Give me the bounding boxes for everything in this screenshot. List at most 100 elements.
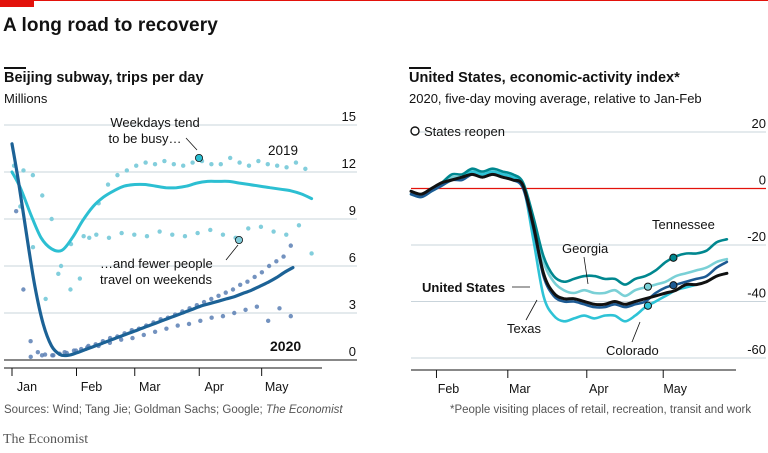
dot-2020-weekday [223,290,228,295]
dot-2019-weekday [134,163,139,168]
dot-2020-weekend [198,318,203,324]
dot-2019-weekend [106,235,112,240]
dot-2020-weekend [220,313,226,319]
label-2020: 2020 [270,338,301,354]
left-ytick-label: 0 [349,344,356,359]
dot-2019-weekday [162,158,167,164]
left-chart-subtitle: Millions [4,91,48,106]
right-chart-title: United States, economic-activity index* [409,70,680,86]
dot-2020-weekday [252,274,257,280]
dot-2020-weekday [216,293,221,298]
dot-2019-weekend [119,230,124,236]
leader-texas [525,299,538,321]
dot-2019-weekend [195,230,200,236]
annotation-weekdays-line1: Weekdays tend [110,115,199,130]
annotation-weekdays-marker [194,153,203,162]
left-ytick-label: 12 [342,156,356,171]
dot-2019-weekend [56,271,61,277]
line-2020 [10,142,295,358]
dot-2020-weekday [21,287,26,292]
right-footnote: *People visiting places of retail, recre… [450,404,752,416]
reopen-marker-colorado [643,301,653,310]
dot-2020-weekend [265,318,271,324]
dot-2019-weekday [30,172,36,178]
dot-2019-weekend [258,224,264,230]
line-2019 [10,170,314,253]
left-xtick-label: Feb [81,380,103,394]
top-rule [0,0,768,1]
dot-2019-weekday [171,161,177,167]
reopen-marker-texas [669,281,678,290]
dot-2019-weekend [284,232,289,237]
dot-2019-weekend [30,245,36,250]
dot-2019-weekend [94,232,99,237]
legend-reopen-label: States reopen [424,124,505,139]
economist-brand: The Economist [3,432,89,447]
dot-2019-weekend [208,227,213,233]
dot-2020-weekend [130,335,135,341]
dot-2019-weekday [190,160,195,165]
dot-2020-weekday [259,270,265,275]
dot-2019-weekday [237,160,242,165]
dot-2019-weekday [124,168,130,173]
annotation-weekends-leader [225,244,239,261]
dot-2020-weekend [277,306,282,311]
right-panel-rule [409,67,431,69]
dot-2019-weekday [40,193,45,198]
sources-text: Sources: Wind; Tang Jie; Goldman Sachs; … [4,404,266,416]
right-xtick-label: Apr [589,382,608,396]
dot-2019-weekday [21,168,26,173]
left-xtick-label: Jan [17,380,37,394]
dot-2020-weekday [266,263,272,269]
right-ytick-label: -60 [747,342,766,357]
left-xtick-label: May [265,380,289,394]
dot-2020-weekend [254,304,260,309]
dot-2019-weekend [157,229,162,234]
annotation-weekends-line2: travel on weekends [100,272,213,287]
annotation-weekends-line1: …and fewer people [100,256,213,271]
annotation-weekdays-line2: to be busy… [109,131,182,146]
left-ytick-label: 3 [349,297,356,312]
dot-2019-weekend [43,296,48,302]
right-ytick-label: 0 [759,173,766,188]
dot-2020-weekend [243,307,248,313]
label-texas: Texas [507,321,541,336]
dot-2020-weekday [201,299,207,305]
right-chart-subtitle: 2020, five-day moving average, relative … [409,91,702,106]
legend-reopen-marker [410,126,420,136]
right-ytick-label: 20 [752,116,766,131]
dot-2019-weekday [227,155,233,161]
dot-2019-weekday [87,235,92,240]
dot-2020-weekday [238,282,243,287]
dot-2019-weekday [246,163,252,168]
dot-2020-weekend [51,353,56,358]
dot-2019-weekend [144,234,150,239]
dot-2020-weekend [209,315,214,320]
dot-2020-weekend [118,337,124,342]
dot-2019-weekday [218,161,223,167]
dot-2019-weekend [271,229,276,234]
label-colorado: Colorado [606,343,659,358]
dot-2019-weekday [68,287,73,292]
dot-2020-weekday [28,339,33,344]
right-chart: 20 0 -20 -40 -60 Feb Mar Apr May States reopen Ten… [409,116,766,396]
sources-note: Sources: Wind; Tang Jie; Goldman Sachs; … [4,404,343,416]
dot-2020-weekend [39,353,45,358]
line-united-states [409,172,729,307]
annotation-weekdays-leader [185,137,198,151]
dot-2019-weekend [132,232,137,237]
right-ytick-label: -20 [747,229,766,244]
dot-2020-weekday [245,279,250,284]
page-title: A long road to recovery [3,15,218,36]
dot-2019-weekday [209,161,214,167]
dot-2019-weekend [81,234,86,239]
dot-2020-weekday [288,243,293,248]
dot-2019-weekday [181,163,186,168]
dot-2019-weekend [296,223,302,228]
right-xtick-label: Feb [438,382,460,396]
left-xtick-label: Apr [205,380,224,394]
left-ytick-label: 9 [349,203,356,218]
label-georgia: Georgia [562,241,609,256]
